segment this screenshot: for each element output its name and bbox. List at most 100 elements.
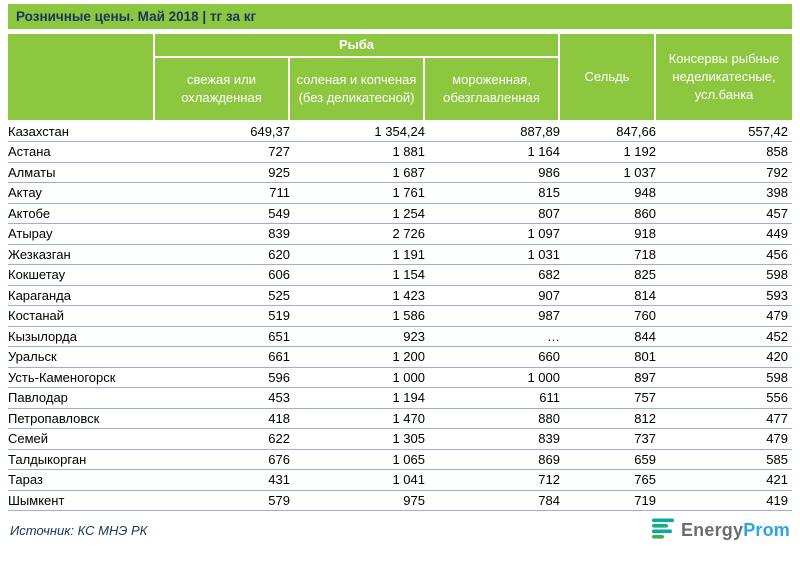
value-cell: 660 xyxy=(425,346,560,368)
value-cell: 525 xyxy=(155,285,290,306)
value-cell: 1 031 xyxy=(425,244,560,265)
value-cell: 1 687 xyxy=(290,162,425,183)
city-cell: Павлодар xyxy=(8,387,155,409)
value-cell: 1 191 xyxy=(290,244,425,265)
value-cell: 1 200 xyxy=(290,346,425,368)
city-cell: Костанай xyxy=(8,305,155,327)
value-cell: 847,66 xyxy=(560,121,656,142)
logo-text-energy: Energy xyxy=(680,519,744,540)
city-cell: Уральск xyxy=(8,346,155,368)
value-cell: 737 xyxy=(560,428,656,450)
table-row: Петропавловск 418 1 470 880 812 477 xyxy=(8,408,792,429)
value-cell: 757 xyxy=(560,387,656,409)
value-cell: 420 xyxy=(656,346,792,368)
value-cell: 1 037 xyxy=(560,162,656,183)
value-cell: 579 xyxy=(155,490,290,511)
value-cell: 839 xyxy=(425,428,560,450)
energyprom-logo-text: EnergyProm xyxy=(681,520,790,541)
energyprom-logo-icon xyxy=(650,515,676,546)
value-cell: 1 000 xyxy=(425,367,560,388)
header-frozen-headless: мороженная, обезглавленная xyxy=(425,58,560,120)
value-cell: 792 xyxy=(656,162,792,183)
footer: Источник: КС МНЭ РК EnergyProm xyxy=(8,516,792,544)
value-cell: 418 xyxy=(155,408,290,429)
city-cell: Кызылорда xyxy=(8,326,155,347)
header-empty-cell xyxy=(8,34,155,120)
value-cell: 975 xyxy=(290,490,425,511)
city-cell: Атырау xyxy=(8,223,155,245)
value-cell: 1 097 xyxy=(425,223,560,245)
value-cell: 812 xyxy=(560,408,656,429)
value-cell: 1 354,24 xyxy=(290,121,425,142)
page-title: Розничные цены. Май 2018 | тг за кг xyxy=(16,9,257,24)
table-row: Уральск 661 1 200 660 801 420 xyxy=(8,346,792,368)
city-cell: Талдыкорган xyxy=(8,449,155,470)
value-cell: 1 000 xyxy=(290,367,425,388)
source-note: Источник: КС МНЭ РК xyxy=(10,522,148,538)
value-cell: 719 xyxy=(560,490,656,511)
value-cell: 452 xyxy=(656,326,792,347)
table-row: Кокшетау 606 1 154 682 825 598 xyxy=(8,264,792,286)
value-cell: 814 xyxy=(560,285,656,306)
table-row: Усть-Каменогорск 596 1 000 1 000 897 598 xyxy=(8,367,792,388)
city-cell: Астана xyxy=(8,141,155,163)
value-cell: 869 xyxy=(425,449,560,470)
header-salted-smoked: соленая и копченая (без деликатесной) xyxy=(290,58,425,120)
value-cell: 712 xyxy=(425,469,560,491)
city-cell: Казахстан xyxy=(8,121,155,142)
value-cell: 449 xyxy=(656,223,792,245)
table-row: Костанай 519 1 586 987 760 479 xyxy=(8,305,792,327)
energyprom-logo: EnergyProm xyxy=(650,515,792,546)
value-cell: 860 xyxy=(560,203,656,224)
value-cell: 676 xyxy=(155,449,290,470)
value-cell: 477 xyxy=(656,408,792,429)
value-cell: 727 xyxy=(155,141,290,163)
value-cell: 801 xyxy=(560,346,656,368)
header-fresh-chilled: свежая или охлажденная xyxy=(155,58,290,120)
city-cell: Тараз xyxy=(8,469,155,491)
table-row: Шымкент 579 975 784 719 419 xyxy=(8,490,792,511)
value-cell: 880 xyxy=(425,408,560,429)
value-cell: 1 154 xyxy=(290,264,425,286)
value-cell: 1 761 xyxy=(290,182,425,204)
value-cell: 1 254 xyxy=(290,203,425,224)
value-cell: 1 881 xyxy=(290,141,425,163)
value-cell: 807 xyxy=(425,203,560,224)
table-row: Астана 727 1 881 1 164 1 192 858 xyxy=(8,141,792,163)
city-cell: Семей xyxy=(8,428,155,450)
value-cell: 479 xyxy=(656,305,792,327)
title-bar: Розничные цены. Май 2018 | тг за кг xyxy=(8,4,792,29)
value-cell: 925 xyxy=(155,162,290,183)
table-row: Семей 622 1 305 839 737 479 xyxy=(8,428,792,450)
header-canned-fish: Консервы рыбные неделикатесные, усл.банк… xyxy=(656,34,792,120)
value-cell: 649,37 xyxy=(155,121,290,142)
value-cell: 2 726 xyxy=(290,223,425,245)
city-cell: Жезказган xyxy=(8,244,155,265)
value-cell: 622 xyxy=(155,428,290,450)
table-row: Алматы 925 1 687 986 1 037 792 xyxy=(8,162,792,183)
value-cell: 419 xyxy=(656,490,792,511)
value-cell: 457 xyxy=(656,203,792,224)
value-cell: 585 xyxy=(656,449,792,470)
city-cell: Петропавловск xyxy=(8,408,155,429)
city-cell: Шымкент xyxy=(8,490,155,511)
value-cell: 760 xyxy=(560,305,656,327)
city-cell: Актау xyxy=(8,182,155,204)
table-row: Казахстан 649,37 1 354,24 887,89 847,66 557,4… xyxy=(8,121,792,142)
value-cell: 1 194 xyxy=(290,387,425,409)
page: Розничные цены. Май 2018 | тг за кг Рыба… xyxy=(8,4,792,544)
value-cell: 549 xyxy=(155,203,290,224)
value-cell: 711 xyxy=(155,182,290,204)
value-cell: 456 xyxy=(656,244,792,265)
table-row: Атырау 839 2 726 1 097 918 449 xyxy=(8,223,792,245)
city-cell: Караганда xyxy=(8,285,155,306)
header-herring: Сельдь xyxy=(560,34,656,120)
value-cell: 556 xyxy=(656,387,792,409)
city-cell: Кокшетау xyxy=(8,264,155,286)
value-cell: 620 xyxy=(155,244,290,265)
value-cell: 596 xyxy=(155,367,290,388)
value-cell: 784 xyxy=(425,490,560,511)
table-header: Рыба свежая или охлажденная соленая и ко… xyxy=(8,34,792,120)
value-cell: 598 xyxy=(656,264,792,286)
value-cell: 858 xyxy=(656,141,792,163)
